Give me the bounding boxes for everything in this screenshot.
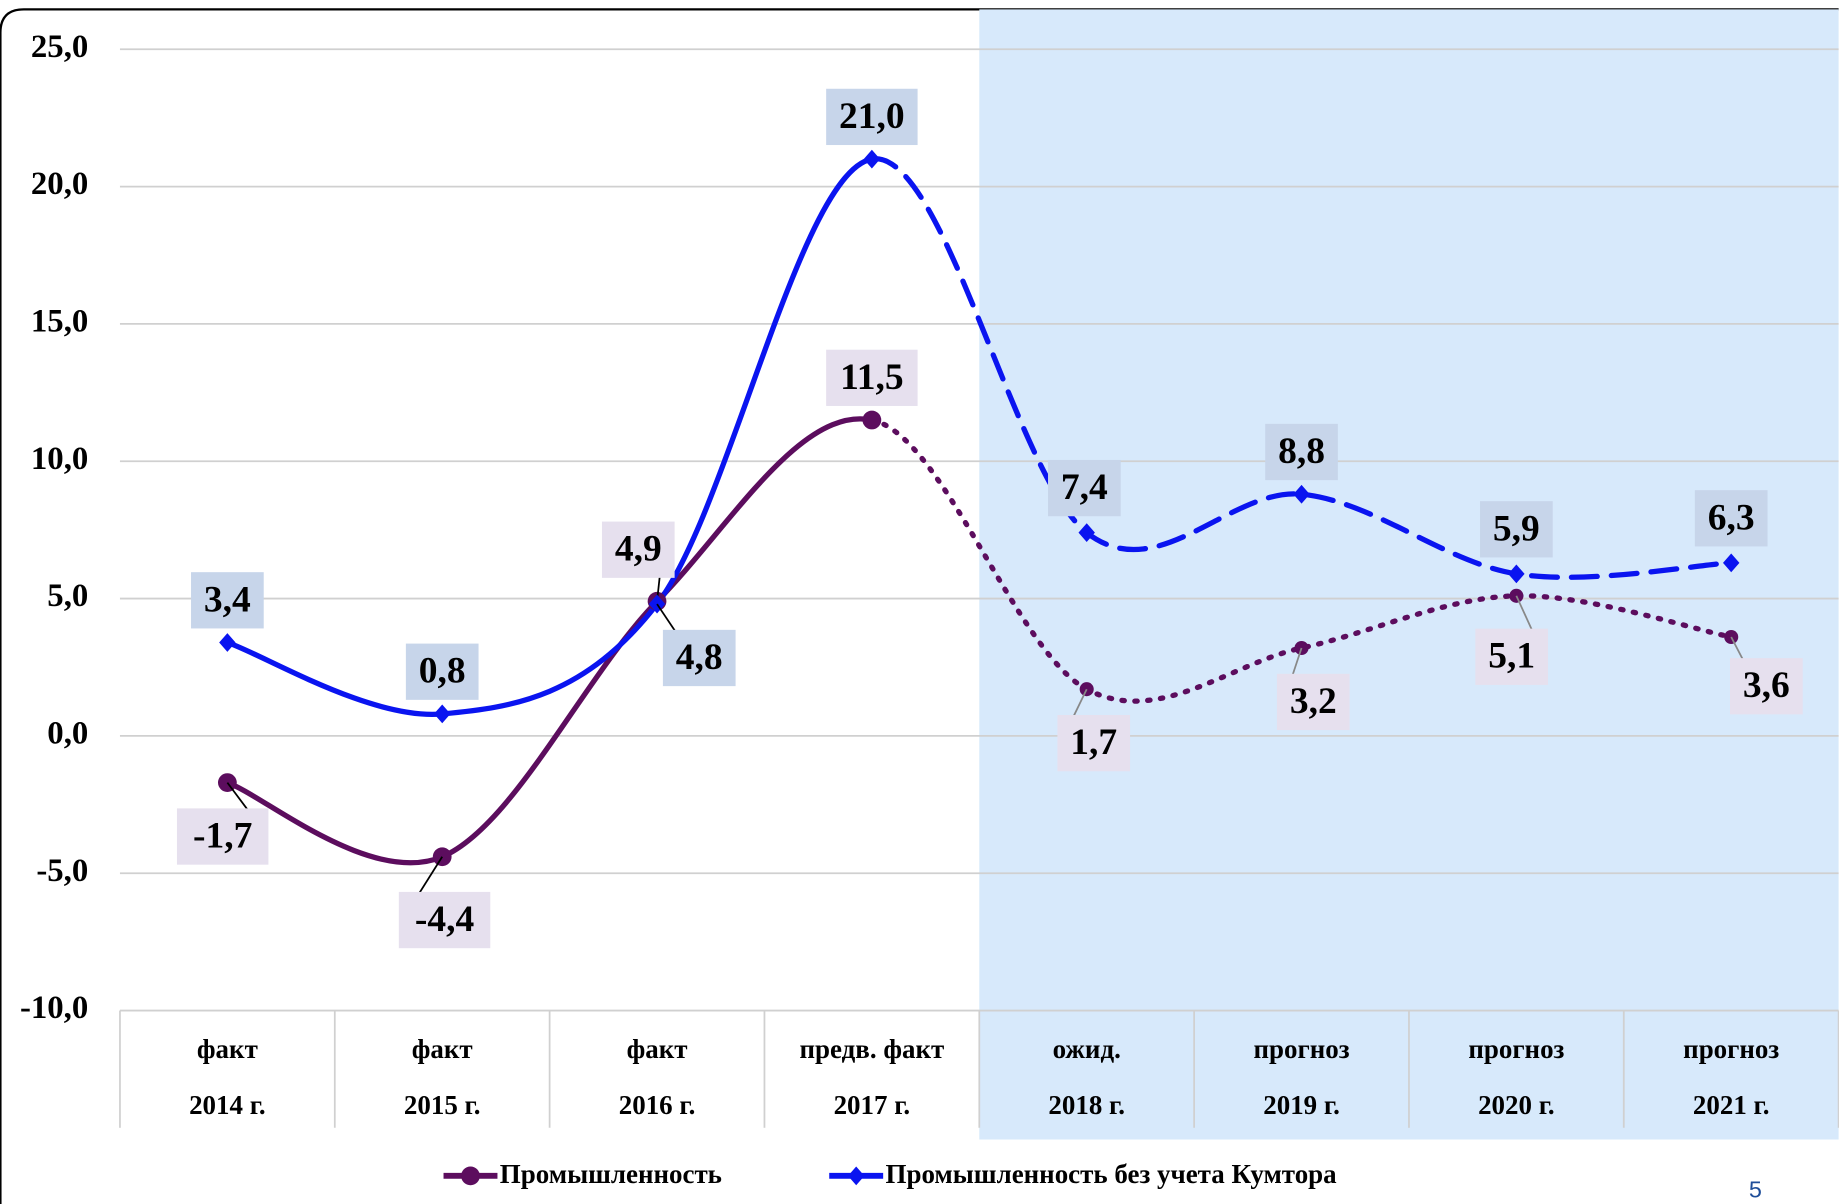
label-box xyxy=(662,629,736,687)
marker xyxy=(863,149,881,169)
data-label: 3,6 xyxy=(1743,665,1790,706)
label-box xyxy=(1265,423,1338,481)
data-label: 8,8 xyxy=(1278,431,1325,472)
data-label: -4,4 xyxy=(415,899,475,940)
page-number: 5 xyxy=(1749,1176,1762,1202)
y-tick-label: 25,0 xyxy=(31,29,88,65)
line xyxy=(226,156,873,717)
x-tick-label: прогноз xyxy=(1253,1034,1349,1064)
y-tick-label: 15,0 xyxy=(31,303,88,339)
label-box xyxy=(1057,714,1131,772)
label-box xyxy=(176,808,269,865)
legend-label: Промышленность без учета Кумтора xyxy=(886,1159,1338,1189)
marker xyxy=(219,633,236,652)
data-label: 7,4 xyxy=(1061,467,1108,508)
x-tick-label: факт xyxy=(627,1034,688,1064)
data-label: 3,4 xyxy=(204,579,251,620)
x-tick-label: 2017 г. xyxy=(834,1090,911,1120)
data-label: -1,7 xyxy=(193,815,252,856)
data-label: 1,7 xyxy=(1070,722,1117,763)
label-box xyxy=(826,349,918,406)
label-box xyxy=(1048,459,1121,517)
leader-line xyxy=(416,856,443,898)
legend-marker xyxy=(461,1166,480,1186)
label-box xyxy=(1480,501,1553,558)
leader-line xyxy=(1071,688,1088,721)
marker xyxy=(1722,553,1740,573)
x-tick-label: прогноз xyxy=(1683,1034,1779,1064)
marker xyxy=(862,410,882,430)
y-tick-label: 5,0 xyxy=(47,578,88,614)
data-label: 0,8 xyxy=(419,651,466,692)
leader-line xyxy=(1290,647,1303,679)
x-tick-label: 2020 г. xyxy=(1478,1090,1555,1120)
label-box xyxy=(1276,673,1350,731)
x-tick-label: 2019 г. xyxy=(1263,1090,1340,1120)
label-box xyxy=(601,521,675,578)
legend-marker xyxy=(847,1166,865,1186)
label-box xyxy=(398,891,491,949)
data-label: 6,3 xyxy=(1708,497,1755,538)
x-tick-label: 2014 г. xyxy=(189,1090,266,1120)
y-tick-label: 10,0 xyxy=(31,441,88,477)
legend-label: Промышленность xyxy=(500,1159,722,1189)
data-label: 5,9 xyxy=(1493,508,1540,549)
label-box xyxy=(191,572,264,629)
marker xyxy=(1078,523,1095,543)
line-forecast xyxy=(869,156,1734,580)
marker xyxy=(434,704,451,724)
line xyxy=(226,416,873,866)
x-tick-label: 2015 г. xyxy=(404,1090,481,1120)
leader-line xyxy=(226,782,251,814)
leader-line xyxy=(656,603,679,636)
label-box xyxy=(1694,490,1768,547)
frame xyxy=(0,8,1839,1204)
y-tick-label: -10,0 xyxy=(20,990,88,1026)
label-box xyxy=(826,88,918,146)
x-tick-label: факт xyxy=(412,1034,473,1064)
label-box xyxy=(1475,628,1549,685)
label-box xyxy=(405,643,479,700)
data-label: 3,2 xyxy=(1290,681,1337,722)
x-tick-label: 2018 г. xyxy=(1048,1090,1125,1120)
label-box xyxy=(1730,658,1803,715)
leader-line xyxy=(1515,595,1535,634)
marker xyxy=(1508,564,1525,584)
data-label: 21,0 xyxy=(839,96,905,137)
x-tick-label: 2016 г. xyxy=(619,1090,696,1120)
x-tick-label: факт xyxy=(197,1034,258,1064)
data-label: 11,5 xyxy=(840,357,904,398)
forecast-shade xyxy=(979,9,1839,1140)
x-tick-label: прогноз xyxy=(1468,1034,1564,1064)
y-tick-label: -5,0 xyxy=(36,853,88,889)
marker xyxy=(1293,484,1310,504)
x-tick-label: 2021 г. xyxy=(1693,1090,1770,1120)
line-forecast xyxy=(869,417,1734,704)
y-tick-label: 0,0 xyxy=(47,715,88,751)
data-label: 4,9 xyxy=(615,529,662,570)
data-label: 5,1 xyxy=(1488,636,1535,677)
x-tick-label: предв. факт xyxy=(800,1034,945,1064)
y-tick-label: 20,0 xyxy=(31,166,88,202)
data-label: 4,8 xyxy=(676,637,723,678)
x-tick-label: ожид. xyxy=(1053,1034,1121,1064)
